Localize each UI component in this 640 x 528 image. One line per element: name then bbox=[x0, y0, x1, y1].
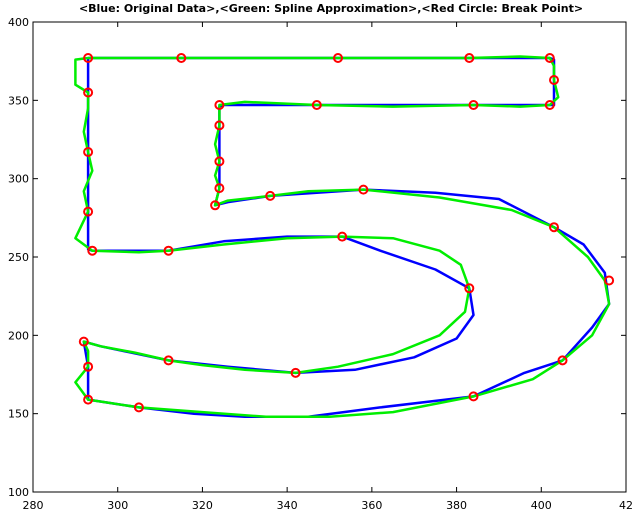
break-point-marker bbox=[549, 75, 559, 85]
break-point-marker bbox=[358, 184, 369, 195]
x-tick-label: 42 bbox=[619, 499, 633, 512]
break-point-marker bbox=[83, 53, 94, 63]
y-tick-label: 100 bbox=[8, 486, 29, 499]
x-tick-label: 300 bbox=[107, 499, 128, 512]
break-point-marker bbox=[83, 361, 94, 372]
break-point-marker bbox=[87, 245, 98, 256]
break-point-marker bbox=[214, 120, 225, 131]
break-point-marker bbox=[544, 53, 555, 63]
break-point-marker bbox=[78, 336, 89, 347]
y-tick-label: 250 bbox=[8, 251, 29, 264]
break-point-marker bbox=[265, 190, 276, 201]
y-tick-label: 200 bbox=[8, 329, 29, 342]
x-tick-label: 400 bbox=[531, 499, 552, 512]
break-point-marker bbox=[468, 100, 479, 110]
x-tick-label: 320 bbox=[192, 499, 213, 512]
break-point-marker bbox=[464, 283, 475, 294]
y-tick-label: 150 bbox=[8, 408, 29, 421]
break-point-marker bbox=[214, 156, 225, 167]
break-point-marker bbox=[557, 355, 568, 366]
break-point-marker bbox=[163, 245, 174, 256]
axes-frame bbox=[32, 21, 627, 493]
break-point-marker bbox=[83, 147, 94, 157]
break-point-marker bbox=[214, 183, 225, 194]
x-tick-label: 280 bbox=[23, 499, 44, 512]
break-point-marker bbox=[290, 367, 301, 378]
break-point-marker bbox=[604, 275, 615, 286]
break-point-marker bbox=[210, 200, 221, 211]
x-tick-label: 360 bbox=[361, 499, 382, 512]
break-point-marker bbox=[176, 53, 187, 63]
axis-ticks: 280 300 320 340 360 380 400 42 100 150 200 250 300 35… bbox=[8, 16, 633, 512]
break-point-marker bbox=[163, 355, 174, 366]
chart-title: <Blue: Original Data>,<Green: Spline App… bbox=[79, 2, 583, 15]
break-point-marker bbox=[337, 231, 348, 242]
break-point-marker bbox=[133, 402, 144, 413]
break-point-marker bbox=[464, 53, 475, 63]
y-tick-label: 300 bbox=[8, 173, 29, 186]
break-point-marker bbox=[544, 100, 555, 110]
x-tick-label: 380 bbox=[446, 499, 467, 512]
spline-approximation-line bbox=[74, 55, 611, 419]
x-tick-label: 340 bbox=[277, 499, 298, 512]
break-point-marker bbox=[311, 100, 322, 110]
break-point-marker bbox=[83, 206, 94, 217]
plot-area bbox=[74, 53, 615, 419]
y-tick-label: 400 bbox=[8, 16, 29, 29]
break-point-marker bbox=[468, 391, 479, 402]
y-tick-label: 350 bbox=[8, 94, 29, 107]
break-point-marker bbox=[333, 53, 343, 63]
break-point-marker bbox=[214, 100, 225, 110]
break-point-marker bbox=[83, 394, 94, 405]
break-point-marker bbox=[83, 87, 94, 98]
break-point-marker bbox=[549, 222, 559, 233]
